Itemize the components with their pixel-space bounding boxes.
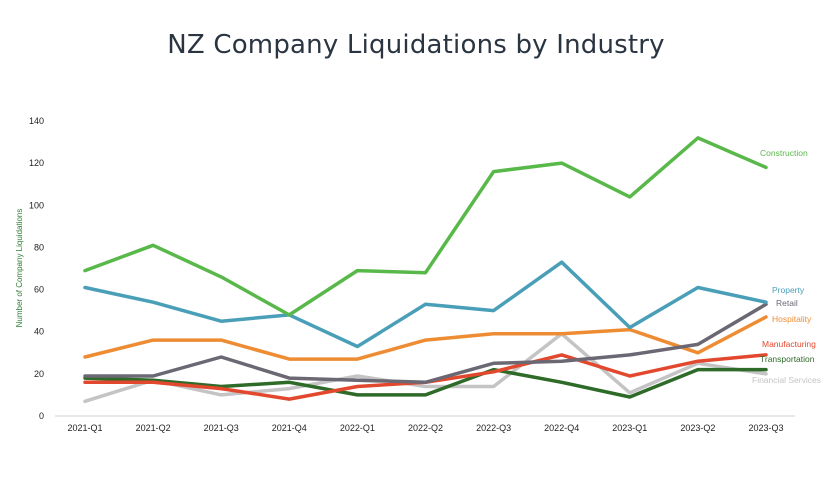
x-tick-label: 2021-Q1 bbox=[67, 423, 102, 433]
series-lines bbox=[83, 136, 768, 404]
x-tick-label: 2022-Q2 bbox=[408, 423, 443, 433]
series-label: Property bbox=[772, 285, 805, 295]
y-tick-label: 0 bbox=[39, 411, 44, 421]
y-tick-label: 20 bbox=[34, 369, 44, 379]
series-line-retail bbox=[83, 302, 768, 385]
x-tick-label: 2022-Q1 bbox=[340, 423, 375, 433]
y-tick-label: 80 bbox=[34, 242, 44, 252]
series-line-construction bbox=[83, 136, 768, 317]
series-label: Financial Services bbox=[752, 375, 821, 385]
series-label: Manufacturing bbox=[762, 339, 816, 349]
series-label: Retail bbox=[776, 298, 798, 308]
series-line-hospitality bbox=[83, 315, 768, 361]
y-tick-label: 100 bbox=[29, 200, 44, 210]
y-tick-label: 120 bbox=[29, 158, 44, 168]
y-axis-label: Number of Company Liquidations bbox=[15, 209, 24, 328]
x-tick-label: 2022-Q4 bbox=[544, 423, 579, 433]
x-tick-label: 2022-Q3 bbox=[476, 423, 511, 433]
y-tick-label: 40 bbox=[34, 327, 44, 337]
y-tick-label: 60 bbox=[34, 285, 44, 295]
series-label: Construction bbox=[760, 148, 808, 158]
series-label: Transportation bbox=[760, 354, 815, 364]
series-labels: Construction Property Retail Hospitality Man… bbox=[752, 148, 821, 385]
series-line-financial-services bbox=[83, 332, 768, 404]
series-label: Hospitality bbox=[772, 314, 812, 324]
x-tick-label: 2023-Q2 bbox=[680, 423, 715, 433]
series-line-property bbox=[83, 260, 768, 349]
x-tick-label: 2021-Q4 bbox=[272, 423, 307, 433]
series-line-transportation bbox=[83, 367, 768, 399]
chart-title: NZ Company Liquidations by Industry bbox=[167, 30, 665, 60]
y-tick-label: 140 bbox=[29, 116, 44, 126]
x-axis: 2021-Q1 2021-Q2 2021-Q3 2021-Q4 2022-Q1 2022-… bbox=[55, 415, 795, 433]
x-tick-label: 2023-Q1 bbox=[612, 423, 647, 433]
y-axis: 0 20 40 60 80 100 120 140 bbox=[29, 116, 44, 421]
x-tick-label: 2021-Q2 bbox=[136, 423, 171, 433]
x-tick-label: 2021-Q3 bbox=[204, 423, 239, 433]
x-tick-label: 2023-Q3 bbox=[748, 423, 783, 433]
